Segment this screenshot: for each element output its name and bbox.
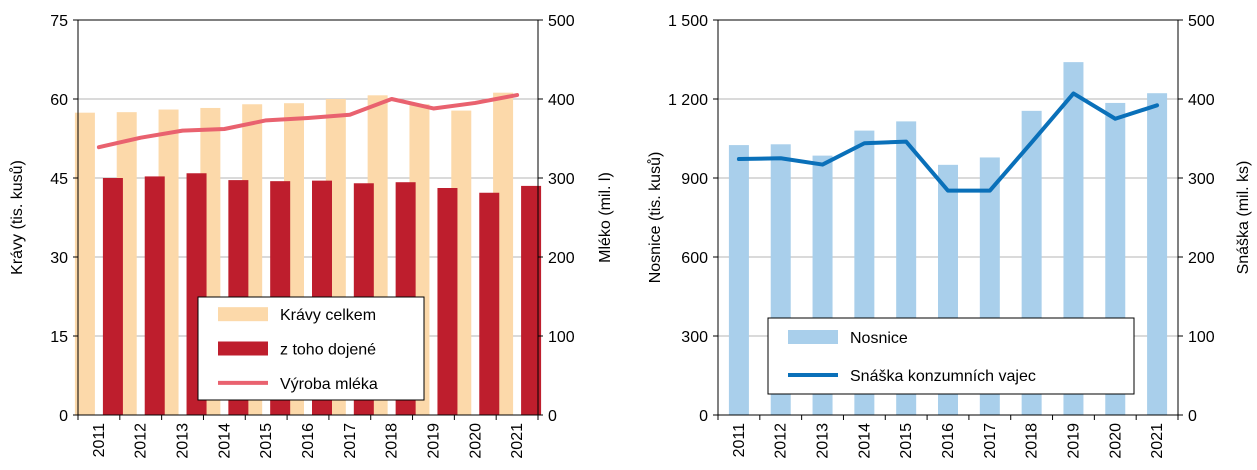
y-tick-label: 45 — [50, 171, 68, 188]
x-tick-label: 2019 — [1065, 423, 1082, 459]
y-tick-label: 1 200 — [668, 92, 708, 109]
y-tick-label: 0 — [59, 408, 68, 425]
y-tick-label: 900 — [681, 171, 708, 188]
y-tick-label: 1 500 — [668, 13, 708, 30]
x-tick-label: 2018 — [1024, 423, 1041, 459]
legend-label: Krávy celkem — [280, 307, 376, 324]
y2-tick-label: 400 — [548, 92, 575, 109]
x-tick-label: 2012 — [773, 423, 790, 459]
plot-border — [77, 19, 539, 416]
bar-nosnice — [1147, 93, 1168, 415]
y2-tick-label: 0 — [1188, 408, 1197, 425]
y-tick-label: 60 — [50, 92, 68, 109]
chart-1: 0 15 30 45 60 75 0 100 200 300 400 500 2011 2012 2013 2… — [8, 13, 614, 459]
plot-border — [717, 19, 1179, 416]
bar-z-toho-dojené — [102, 178, 123, 415]
y2-tick-label: 0 — [548, 408, 557, 425]
y2-tick-label: 500 — [1188, 13, 1215, 30]
bar-z-toho-dojené — [144, 176, 165, 415]
y2-axis-title: Mléko (mil. l) — [597, 172, 614, 263]
y2-tick-label: 500 — [548, 13, 575, 30]
x-tick-label: 2016 — [300, 423, 317, 459]
chart-2: 0 300 600 900 1 200 1 500 0 100 200 300 400 500 2011… — [646, 13, 1252, 459]
legend-swatch — [218, 341, 268, 356]
bar-nosnice — [728, 145, 749, 416]
x-tick-label: 2014 — [216, 423, 233, 459]
y-tick-label: 15 — [50, 329, 68, 346]
x-tick-label: 2013 — [175, 423, 192, 459]
legend-label: Nosnice — [850, 330, 908, 347]
y-tick-label: 300 — [681, 329, 708, 346]
legend-label: z toho dojené — [280, 342, 376, 359]
y2-tick-label: 100 — [1188, 329, 1215, 346]
y-tick-label: 30 — [50, 250, 68, 267]
y2-tick-label: 200 — [1188, 250, 1215, 267]
legend-label: Snáška konzumních vajec — [850, 368, 1036, 385]
x-tick-label: 2013 — [815, 423, 832, 459]
x-tick-label: 2012 — [133, 423, 150, 459]
y2-tick-label: 100 — [548, 329, 575, 346]
bar-z-toho-dojené — [437, 188, 458, 415]
legend-swatch — [218, 307, 268, 322]
x-tick-label: 2021 — [509, 423, 526, 459]
x-tick-label: 2018 — [384, 423, 401, 459]
legend: Krávy celkem z toho dojené Výroba mléka — [197, 296, 425, 401]
y2-tick-label: 400 — [1188, 92, 1215, 109]
legend: Nosnice Snáška konzumních vajec — [767, 317, 1135, 395]
bar-z-toho-dojené — [479, 192, 500, 415]
y2-tick-label: 300 — [548, 171, 575, 188]
y2-axis-title: Snáška (mil. ks) — [1235, 161, 1252, 275]
x-tick-label: 2020 — [1107, 423, 1124, 459]
bar-z-toho-dojené — [521, 185, 542, 415]
y-axis-title: Nosnice (tis. kusů) — [646, 152, 664, 284]
line-výroba-mléka — [96, 93, 520, 150]
x-tick-label: 2021 — [1149, 423, 1166, 459]
x-tick-label: 2014 — [856, 423, 873, 459]
x-tick-label: 2011 — [91, 423, 108, 458]
x-tick-label: 2017 — [342, 423, 359, 459]
x-tick-label: 2016 — [940, 423, 957, 459]
y-axis-title: Krávy (tis. kusů) — [8, 160, 26, 275]
line-snáška-konzumních-vajec — [736, 91, 1160, 193]
x-tick-label: 2020 — [467, 423, 484, 459]
x-tick-label: 2019 — [425, 423, 442, 459]
y-tick-label: 600 — [681, 250, 708, 267]
legend-label: Výroba mléka — [280, 376, 378, 393]
x-tick-label: 2015 — [258, 423, 275, 459]
y-tick-label: 0 — [699, 408, 708, 425]
y2-tick-label: 300 — [1188, 171, 1215, 188]
legend-swatch — [788, 330, 838, 344]
x-tick-label: 2017 — [982, 423, 999, 459]
y-tick-label: 75 — [50, 13, 68, 30]
x-tick-label: 2011 — [731, 423, 748, 458]
bar-krávy-celkem — [74, 112, 95, 416]
y2-tick-label: 200 — [548, 250, 575, 267]
x-tick-label: 2015 — [898, 423, 915, 459]
